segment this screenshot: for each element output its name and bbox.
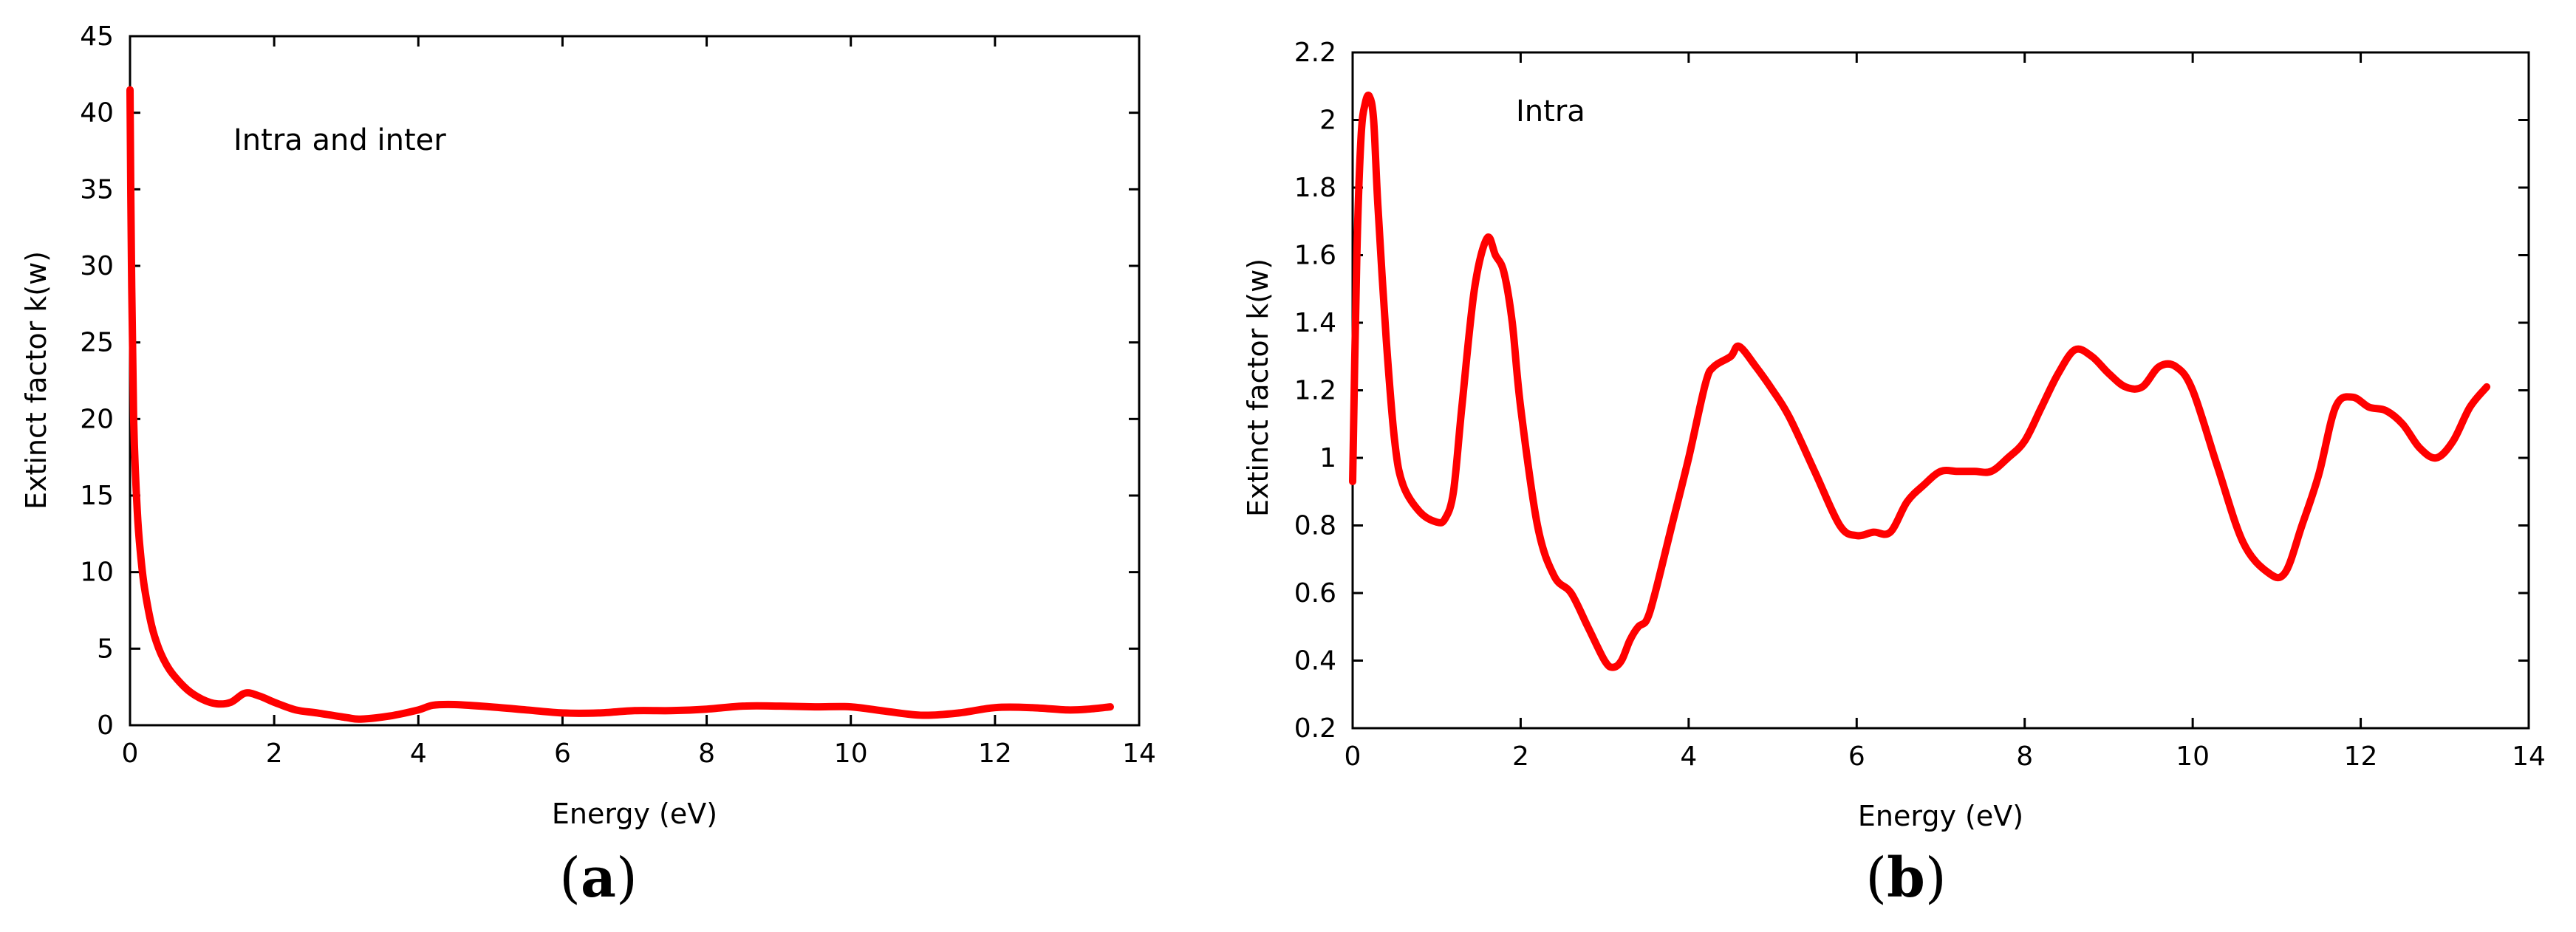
x-tick-label: 6 — [1848, 741, 1865, 772]
x-tick-label: 8 — [2016, 741, 2033, 772]
y-tick-label: 1 — [1319, 443, 1336, 473]
y-tick-label: 2.2 — [1294, 38, 1336, 68]
panel-a: 0 2 4 6 8 10 12 14 0 5 10 15 20 25 30 35 40 45 Energy (eV)… — [20, 21, 1156, 910]
y-axis-title: Extinct factor k(w) — [1242, 258, 1274, 517]
y-tick-label: 0.2 — [1294, 713, 1336, 744]
y-tick-label: 25 — [80, 328, 114, 358]
x-axis-title: Energy (eV) — [552, 798, 717, 830]
x-tick-label: 14 — [1122, 739, 1156, 769]
y-tick-label: 10 — [80, 558, 114, 588]
x-tick-label: 12 — [978, 739, 1012, 769]
x-tick-label: 0 — [1345, 741, 1362, 772]
y-tick-label: 1.8 — [1294, 173, 1336, 203]
series-line — [126, 86, 1114, 723]
y-tick-label: 30 — [80, 251, 114, 281]
y-tick-label: 1.2 — [1294, 376, 1336, 406]
y-tick-label: 0 — [97, 710, 114, 741]
x-tick-label: 4 — [1680, 741, 1697, 772]
panel-b: 0 2 4 6 8 10 12 14 0.2 0.4 0.6 0.8 1 1.2 1.4 1.6 1.8 2 2.2… — [1242, 38, 2546, 910]
x-axis-title: Energy (eV) — [1858, 800, 2023, 832]
x-tick-label: 10 — [834, 739, 868, 769]
y-tick-label: 1.6 — [1294, 241, 1336, 271]
x-tick-label: 12 — [2344, 741, 2378, 772]
x-tick-label: 10 — [2176, 741, 2210, 772]
panel-label: (a) — [559, 846, 638, 910]
x-tick-label: 0 — [122, 739, 139, 769]
y-tick-label: 40 — [80, 98, 114, 129]
y-tick-label: 45 — [80, 21, 114, 52]
x-tick-label: 8 — [698, 739, 715, 769]
x-tick-label: 14 — [2512, 741, 2546, 772]
x-tick-label: 2 — [266, 739, 283, 769]
y-tick-label: 5 — [97, 634, 114, 664]
curve-annotation: Intra — [1516, 95, 1585, 129]
y-tick-label: 0.6 — [1294, 578, 1336, 609]
y-tick-label: 20 — [80, 404, 114, 434]
y-tick-label: 1.4 — [1294, 308, 1336, 338]
y-tick-label: 35 — [80, 174, 114, 205]
x-tick-label: 6 — [554, 739, 571, 769]
curve-annotation: Intra and inter — [233, 123, 446, 157]
y-tick-label: 0.4 — [1294, 646, 1336, 676]
y-axis-title: Extinct factor k(w) — [20, 251, 52, 510]
x-tick-label: 4 — [410, 739, 427, 769]
plot-frame — [1351, 51, 2530, 730]
series-line — [1349, 92, 2491, 671]
panel-label: (b) — [1865, 846, 1947, 910]
y-tick-label: 2 — [1319, 106, 1336, 136]
y-tick-label: 15 — [80, 481, 114, 511]
x-tick-label: 2 — [1512, 741, 1529, 772]
y-tick-label: 0.8 — [1294, 511, 1336, 541]
